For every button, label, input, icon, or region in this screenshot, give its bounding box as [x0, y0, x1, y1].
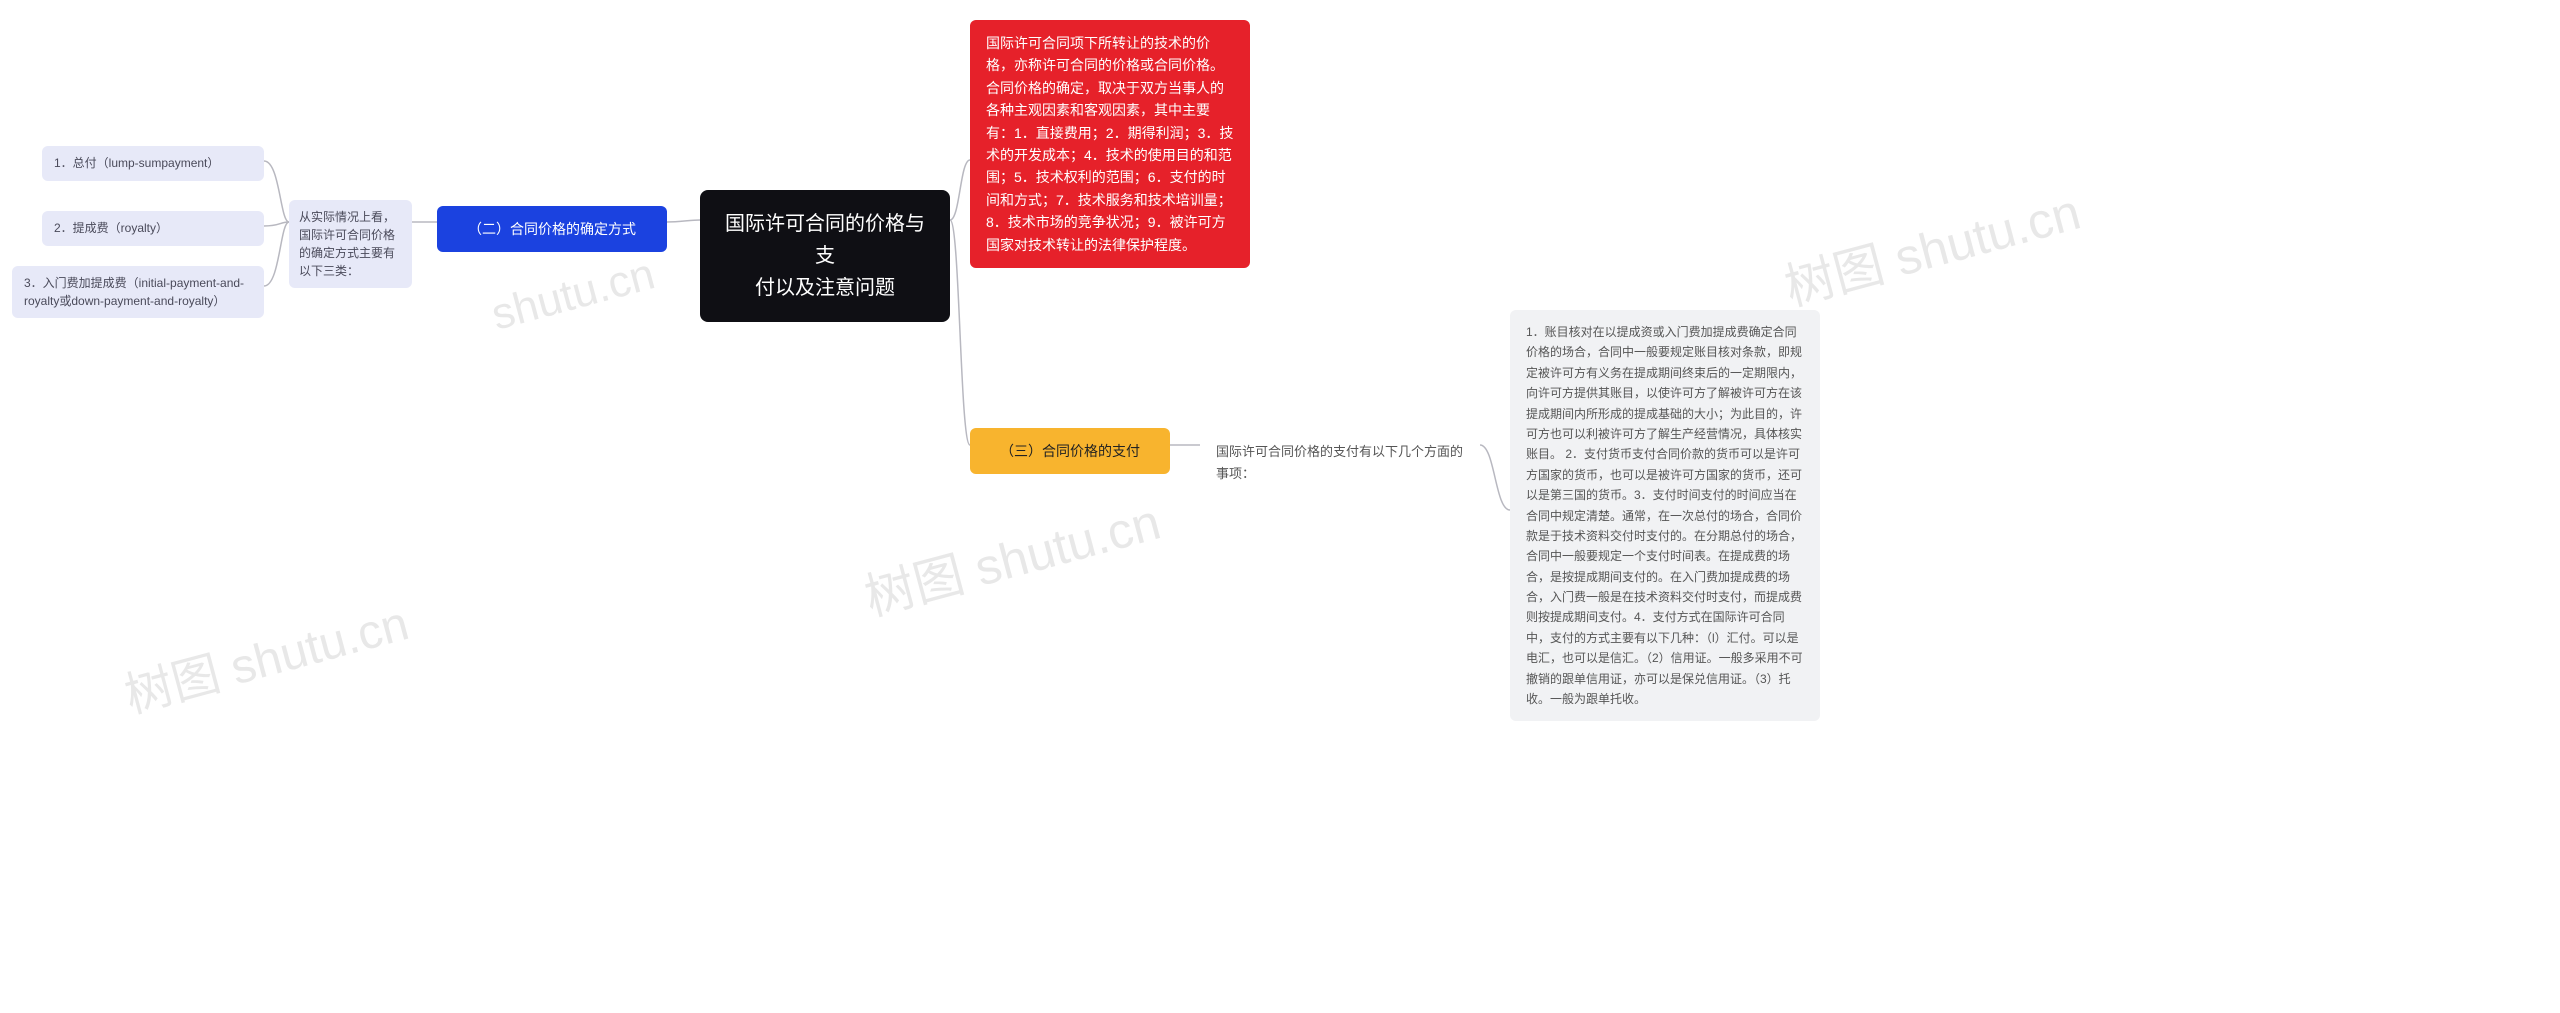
watermark: 树图 shutu.cn: [856, 482, 1167, 630]
leaf-initial-plus-royalty[interactable]: 3．入门费加提成费（initial-payment-and-royalty或do…: [12, 266, 264, 318]
node-payment[interactable]: （三）合同价格的支付: [970, 428, 1170, 474]
watermark: 树图 shutu.cn: [1776, 172, 2087, 320]
leaf-lump-sum[interactable]: 1．总付（lump-sumpayment）: [42, 146, 264, 181]
root-node[interactable]: 国际许可合同的价格与支 付以及注意问题: [700, 190, 950, 322]
node-pricing-method-detail: 从实际情况上看，国际许可合同价格的确定方式主要有以下三类：: [289, 200, 412, 288]
node-payment-detail: 国际许可合同价格的支付有以下几个方面的事项：: [1200, 429, 1480, 497]
node-price-factors[interactable]: 国际许可合同项下所转让的技术的价格，亦称许可合同的价格或合同价格。合同价格的确定…: [970, 20, 1250, 268]
node-pricing-method[interactable]: （二）合同价格的确定方式: [437, 206, 667, 252]
node-payment-items: 1．账目核对在以提成资或入门费加提成费确定合同价格的场合，合同中一般要规定账目核…: [1510, 310, 1820, 721]
leaf-royalty[interactable]: 2．提成费（royalty）: [42, 211, 264, 246]
watermark: 树图 shutu.cn: [116, 584, 415, 727]
connector-layer: [0, 0, 2560, 1013]
watermark: shutu.cn: [486, 249, 660, 340]
